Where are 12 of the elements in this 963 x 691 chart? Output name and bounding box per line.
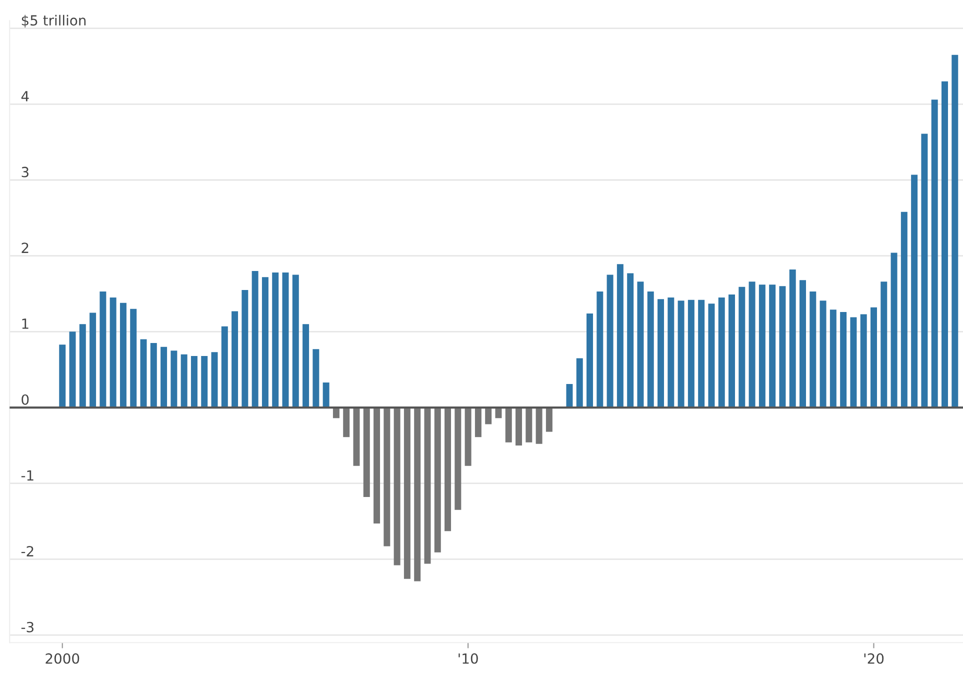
x-tick-label: '10 (458, 653, 478, 664)
y-tick-label: 3 (22, 166, 28, 178)
y-tick-label: 2 (22, 242, 28, 253)
y-tick-label: $5 trillion (22, 14, 86, 28)
y-tick-label: 4 (21, 91, 29, 102)
x-tick-label: 2000 (46, 653, 80, 664)
y-tick-label: 1 (22, 318, 28, 329)
y-tick-label: 0 (22, 394, 29, 405)
x-tick-label: '20 (864, 653, 884, 664)
y-tick-label: -2 (21, 546, 34, 556)
y-tick-label: -3 (21, 622, 34, 632)
y-tick-label: -1 (21, 470, 34, 480)
